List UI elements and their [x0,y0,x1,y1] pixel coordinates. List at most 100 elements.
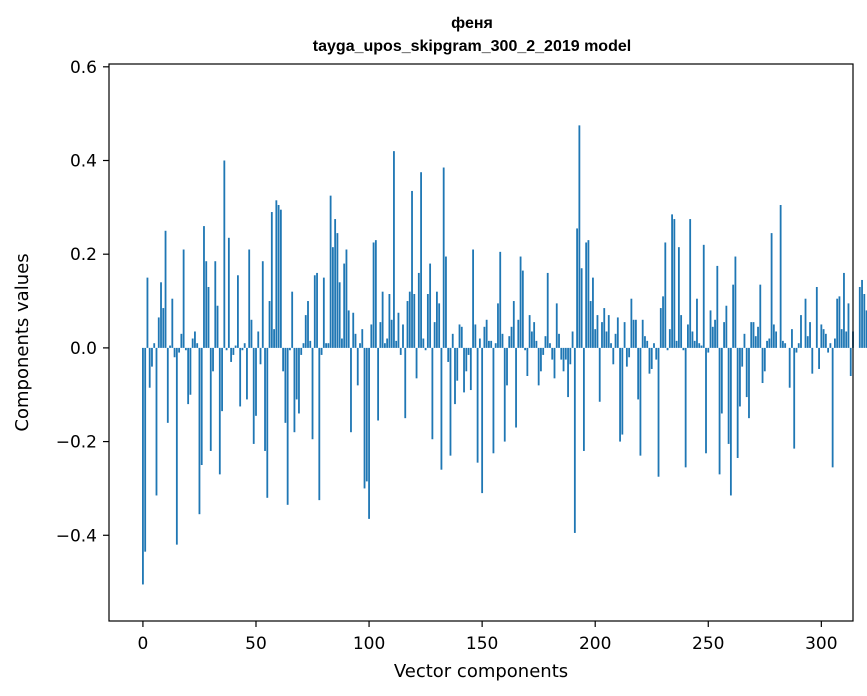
bar-component-125 [424,347,427,351]
bar-component-166 [517,319,520,348]
y-tick-label: 0.2 [70,245,97,265]
bar-component-217 [632,319,635,348]
bar-component-103 [374,240,377,348]
bar-component-300 [820,324,823,348]
bar-component-10 [164,230,167,348]
bar-component-310 [843,272,845,348]
bar-component-244 [693,340,696,348]
bar-component-124 [422,338,425,348]
bar-component-162 [508,336,511,348]
bar-component-182 [553,347,556,379]
y-axis-ticks: −0.4 −0.2 0.0 0.2 0.4 0.6 [56,58,109,546]
x-tick-label: 100 [353,634,385,654]
bar-component-293 [804,298,807,348]
bar-component-30 [209,347,212,451]
bar-component-287 [791,329,793,348]
bar-component-12 [169,345,171,348]
bar-component-88 [341,338,343,348]
bar-component-66 [291,291,294,348]
bar-component-151 [483,326,486,348]
bar-component-161 [506,347,508,386]
bar-component-320 [865,310,867,348]
bar-component-312 [847,303,850,348]
bar-component-55 [266,347,269,498]
bar-component-201 [596,315,599,348]
bar-component-2 [146,277,149,348]
bar-component-184 [558,333,560,348]
bar-component-121 [415,347,418,379]
bar-component-158 [499,251,502,348]
bar-component-211 [619,347,621,442]
bar-component-122 [417,272,420,348]
bar-component-258 [725,305,728,348]
bar-component-127 [429,263,432,348]
bar-component-86 [336,233,339,348]
bar-component-240 [684,347,687,468]
bar-component-56 [268,301,271,348]
bar-component-74 [309,340,312,348]
bar-component-176 [540,347,542,372]
bar-component-101 [370,324,373,348]
bar-component-145 [469,347,472,391]
bar-component-259 [727,347,730,444]
bar-component-9 [162,308,165,348]
x-tick-label: 0 [138,634,149,654]
bar-component-150 [481,347,484,494]
bar-component-105 [379,322,382,348]
bar-component-189 [569,347,572,365]
bar-component-115 [402,324,404,348]
bar-component-123 [420,172,422,348]
bar-component-228 [657,347,660,477]
bar-component-13 [171,298,174,348]
bar-component-62 [282,347,285,372]
bar-component-232 [666,347,669,351]
bar-component-34 [218,347,221,475]
bar-component-53 [261,261,264,348]
bar-component-190 [571,331,574,348]
bar-component-160 [503,347,506,442]
bar-component-165 [515,347,517,428]
y-tick-label: 0.4 [70,152,97,172]
bar-component-80 [322,277,325,348]
bar-component-44 [241,347,244,351]
bar-component-235 [673,219,676,348]
bar-component-319 [863,294,866,348]
bar-component-309 [840,329,843,348]
bar-component-31 [212,347,214,372]
bar-component-70 [300,347,303,355]
bar-component-290 [797,343,800,348]
bar-component-197 [587,240,590,348]
bar-component-142 [463,347,465,393]
bar-component-143 [465,347,468,372]
bar-component-83 [329,195,332,348]
bar-component-40 [232,347,235,355]
bar-component-102 [372,242,375,348]
bar-component-199 [592,277,594,348]
bar-component-0 [142,347,144,585]
bar-component-96 [359,343,361,348]
bar-component-291 [800,315,802,348]
bar-component-311 [845,331,848,348]
bar-component-25 [198,347,201,515]
bar-component-97 [361,329,364,348]
bar-component-5 [153,343,156,348]
bar-component-85 [334,219,337,348]
chart-title: феня [451,15,493,32]
bar-component-93 [352,312,355,348]
bar-component-77 [316,272,318,348]
bar-component-241 [687,324,689,348]
bar-component-214 [625,347,628,367]
bar-component-87 [338,282,341,348]
bar-component-299 [818,347,820,369]
bar-component-116 [404,347,407,419]
bar-component-198 [589,301,592,348]
bar-component-24 [196,343,199,348]
bar-component-109 [388,294,391,348]
bar-component-128 [431,347,434,440]
bar-component-224 [648,347,651,374]
bar-component-72 [304,315,307,348]
x-axis-ticks: 0 50 100 150 200 250 300 [138,621,838,654]
bar-component-1 [144,347,147,552]
bar-component-279 [772,324,775,348]
